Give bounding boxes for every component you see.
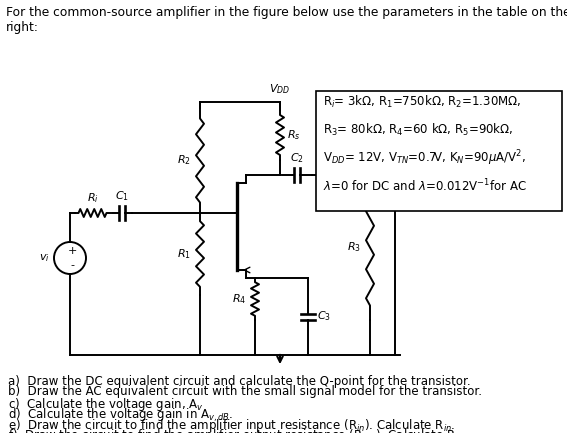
Text: $R_3$: $R_3$ — [347, 241, 361, 255]
Text: a)  Draw the DC equivalent circuit and calculate the Q-point for the transistor.: a) Draw the DC equivalent circuit and ca… — [8, 375, 471, 388]
Text: +: + — [401, 154, 412, 167]
Text: $\lambda$=0 for DC and $\lambda$=0.012V$^{-1}$for AC: $\lambda$=0 for DC and $\lambda$=0.012V$… — [323, 178, 527, 194]
Text: $v_i$: $v_i$ — [39, 252, 50, 264]
Text: c)  Calculate the voltage gain, A$_v$: c) Calculate the voltage gain, A$_v$ — [8, 396, 204, 413]
Text: $R_s$: $R_s$ — [287, 128, 301, 142]
Text: f)  Draw the circuit to find the amplifier output resistance (R$_{out}$). Calcul: f) Draw the circuit to find the amplifie… — [8, 427, 473, 433]
Text: $C_2$: $C_2$ — [290, 151, 304, 165]
Text: $C_1$: $C_1$ — [115, 189, 129, 203]
Text: -: - — [401, 197, 405, 210]
Text: e)  Draw the circuit to find the amplifier input resistance (R$_{in}$). Calculat: e) Draw the circuit to find the amplifie… — [8, 417, 455, 433]
Text: R$_3$= 80k$\Omega$, R$_4$=60 k$\Omega$, R$_5$=90k$\Omega$,: R$_3$= 80k$\Omega$, R$_4$=60 k$\Omega$, … — [323, 122, 513, 138]
Text: b)  Draw the AC equivalent circuit with the small signal model for the transisto: b) Draw the AC equivalent circuit with t… — [8, 385, 482, 398]
Text: $R_1$: $R_1$ — [177, 247, 191, 261]
Text: R$_i$= 3k$\Omega$, R$_1$=750k$\Omega$, R$_2$=1.30M$\Omega$,: R$_i$= 3k$\Omega$, R$_1$=750k$\Omega$, R… — [323, 94, 521, 110]
Text: $V_{DD}$: $V_{DD}$ — [269, 82, 291, 96]
Text: $V_o$: $V_o$ — [401, 172, 417, 187]
Text: $R_2$: $R_2$ — [177, 154, 191, 168]
Text: -: - — [70, 260, 74, 270]
Text: d)  Calculate the voltage gain in A$_{v,dB}$.: d) Calculate the voltage gain in A$_{v,d… — [8, 407, 233, 424]
FancyBboxPatch shape — [316, 91, 562, 211]
Text: $R_i$: $R_i$ — [87, 191, 99, 205]
Text: $C_3$: $C_3$ — [317, 310, 331, 323]
Text: For the common-source amplifier in the figure below use the parameters in the ta: For the common-source amplifier in the f… — [6, 6, 567, 34]
Text: V$_{DD}$= 12V, V$_{TN}$=0.7V, K$_N$=90$\mu$A/V$^2$,: V$_{DD}$= 12V, V$_{TN}$=0.7V, K$_N$=90$\… — [323, 148, 526, 168]
Text: $R_4$: $R_4$ — [232, 292, 246, 306]
Text: +: + — [67, 246, 77, 256]
